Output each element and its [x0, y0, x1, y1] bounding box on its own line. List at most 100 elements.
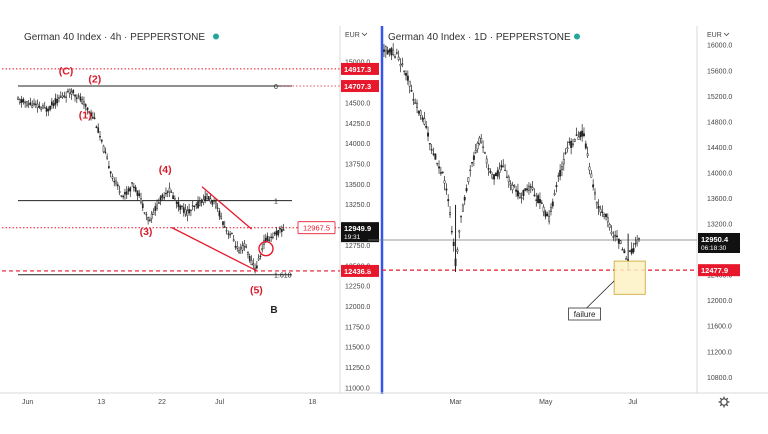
candle-body	[553, 193, 556, 195]
chevron-down-icon[interactable]	[723, 32, 730, 37]
candle-body	[619, 240, 622, 244]
candle-body	[140, 198, 142, 203]
candle-body	[605, 213, 607, 218]
price-tag-box	[341, 62, 379, 75]
candle-body	[229, 233, 231, 236]
price-tag-box	[698, 264, 740, 277]
candle-body	[515, 189, 518, 192]
candle-body	[266, 235, 269, 241]
candle-body	[511, 184, 514, 191]
candle-body	[236, 246, 239, 249]
candle-body	[245, 246, 248, 248]
candle-body	[273, 232, 276, 234]
candle-body	[26, 101, 28, 106]
candle-body	[443, 180, 446, 184]
candle-body	[108, 166, 110, 169]
candle-body	[225, 229, 228, 232]
y-tick-label: 11200.0	[707, 349, 732, 356]
y-tick-label: 14500.0	[345, 100, 370, 107]
candle-body	[516, 190, 519, 197]
x-tick-label: Jul	[215, 399, 224, 406]
candle-body	[557, 175, 560, 177]
candle-body	[179, 205, 182, 210]
price-callout-text: 12967.5	[303, 224, 330, 233]
chevron-down-icon[interactable]	[361, 32, 368, 37]
candle-body	[161, 194, 164, 198]
candle-body	[395, 52, 398, 54]
y-tick-label: 11500.0	[345, 345, 370, 352]
candle-body	[202, 198, 205, 203]
candle-body	[181, 205, 183, 208]
candle-body	[138, 193, 141, 197]
candle-body	[272, 236, 274, 239]
candle-body	[625, 258, 628, 260]
candle-body	[423, 118, 426, 125]
candle-body	[617, 238, 620, 244]
candle-body	[526, 188, 529, 191]
current-price-text: 12949.9	[344, 224, 371, 233]
candle-body	[200, 201, 203, 203]
candle-body	[279, 228, 281, 230]
candle-body	[149, 219, 151, 221]
candle-body	[156, 204, 158, 209]
candle-body	[449, 212, 451, 216]
y-tick-label: 15600.0	[707, 68, 732, 75]
candle-body	[157, 202, 160, 205]
candle-body	[254, 267, 256, 270]
candle-body	[390, 48, 393, 56]
candle-body	[562, 159, 565, 165]
candle-body	[136, 190, 139, 196]
candle-body	[75, 97, 78, 99]
candle-body	[247, 252, 249, 255]
candle-body	[502, 165, 505, 168]
candle-body	[480, 138, 483, 143]
candle-body	[70, 91, 73, 95]
candle-body	[77, 95, 80, 97]
candle-body	[594, 191, 596, 195]
wedge-lower-line	[171, 226, 257, 272]
candle-body	[445, 188, 448, 191]
candle-body	[421, 117, 424, 120]
candle-body	[568, 141, 571, 143]
y-tick-label: 13600.0	[707, 196, 732, 203]
candle-body	[575, 134, 578, 136]
y-tick-label: 14000.0	[345, 141, 370, 148]
candle-body	[195, 203, 198, 206]
wave-label: (4)	[159, 164, 172, 176]
candle-body	[122, 195, 125, 198]
candle-body	[452, 241, 455, 247]
price-tag-text: 12436.8	[344, 267, 371, 276]
candle-body	[120, 195, 123, 197]
candle-body	[51, 101, 53, 106]
gear-icon-tooth	[726, 404, 729, 407]
candle-body	[636, 239, 639, 244]
price-callout-box	[297, 221, 336, 235]
candle-body	[406, 75, 409, 81]
gear-icon-tooth	[719, 397, 722, 400]
candle-body	[18, 99, 21, 104]
fib-marker-label: 1	[274, 199, 278, 206]
y-tick-label: 11250.0	[345, 365, 370, 372]
candle-body	[131, 182, 133, 184]
y-tick-label: 11750.0	[345, 324, 370, 331]
price-tag-text: 14917.3	[344, 65, 371, 74]
y-tick-label: 13200.0	[707, 222, 732, 229]
gear-icon[interactable]	[718, 396, 730, 408]
candle-body	[280, 229, 283, 232]
candle-body	[401, 63, 404, 65]
candle-body	[166, 191, 169, 193]
candle-body	[67, 90, 69, 93]
candle-body	[397, 56, 400, 61]
candle-body	[252, 263, 255, 266]
candle-body	[561, 166, 563, 170]
candle-body	[537, 195, 540, 203]
candle-body	[551, 201, 554, 207]
candle-body	[188, 209, 190, 214]
candle-body	[550, 207, 552, 213]
candle-body	[417, 110, 420, 114]
candle-body	[478, 137, 481, 144]
y-tick-label: 15200.0	[707, 94, 732, 101]
candle-body	[555, 185, 558, 187]
y-tick-label: 13500.0	[345, 182, 370, 189]
candle-body	[461, 204, 464, 212]
